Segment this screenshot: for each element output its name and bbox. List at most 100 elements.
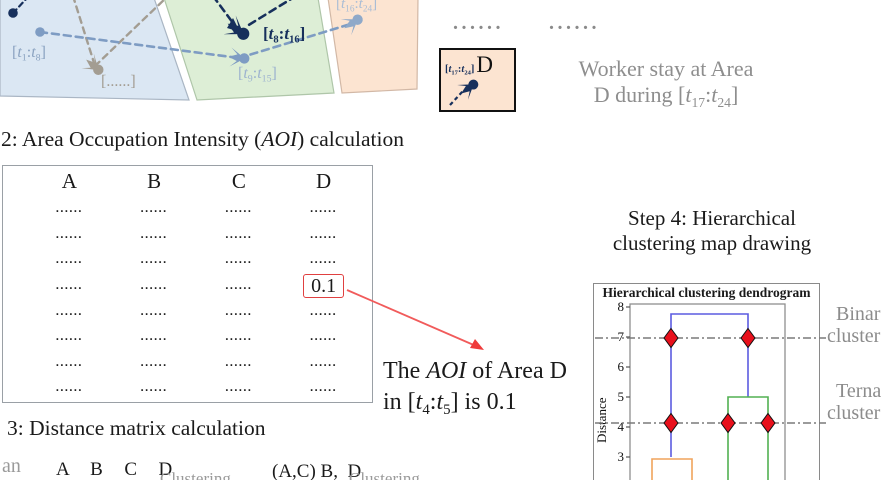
time-label-t8-t16: [t8:t16] [263, 24, 306, 46]
dendro-link-green [727, 396, 769, 480]
aoi-cell: ...... [140, 380, 168, 395]
aoi-cell: ...... [310, 329, 338, 344]
time-label-t9-t15: [t9:t15] [238, 65, 277, 85]
diamond-marker [663, 412, 679, 434]
diamond-marker [663, 327, 679, 349]
bottom-cluster-set: (A,C) B, D [272, 461, 362, 480]
dendrogram-plot: 8 7 6 5 4 3 Distance [594, 299, 826, 480]
trajectory-blue-segment-1 [38, 30, 241, 60]
aoi-cell: ...... [140, 201, 168, 216]
diamond-marker [740, 327, 756, 349]
aoi-callout-arrow [346, 289, 484, 350]
aoi-cell: ...... [225, 329, 253, 344]
area-map [0, 0, 419, 101]
aoi-cell: ...... [225, 380, 253, 395]
binary-cluster-label-line2: cluster [827, 325, 881, 347]
aoi-cell: ...... [55, 201, 83, 216]
binary-cluster-label-line1: Binar [836, 303, 881, 325]
aoi-cell: ...... [310, 354, 338, 369]
ytick-label: 3 [618, 449, 625, 464]
aoi-cell: ...... [55, 278, 83, 293]
aoi-table: A B C D ...... ...... ...... ...... ....… [2, 165, 373, 403]
aoi-cell: ...... [55, 380, 83, 395]
ytick-label: 8 [618, 299, 625, 314]
step4-heading-line2: clustering map drawing [612, 231, 812, 255]
aoi-highlight-value: 0.1 [303, 273, 345, 298]
aoi-cell: ...... [55, 303, 83, 318]
aoi-col-header: C [231, 168, 246, 193]
bottom-fragment-text: an [2, 455, 21, 477]
dendro-link-blue [670, 313, 749, 457]
yaxis-label: Distance [594, 397, 609, 443]
step4-heading: Step 4: Hierarchical clustering map draw… [596, 206, 828, 256]
aoi-cell: ...... [310, 380, 338, 395]
aoi-cell: ...... [140, 329, 168, 344]
time-label-dots: [......] [101, 73, 136, 90]
dendro-link-orange [651, 458, 693, 480]
aoi-cell: ...... [310, 252, 338, 267]
ternary-cluster-label-line1: Terna [836, 380, 882, 402]
dendrogram-axes-box [629, 303, 786, 480]
trajectory-navy-v-left [214, 0, 235, 25]
aoi-col-header: D [316, 168, 332, 193]
trajectory-gray-segment-1 [72, 0, 97, 68]
worker-box-marker [449, 74, 483, 106]
ytick-label: 7 [618, 329, 625, 344]
trajectory-navy-v-right [245, 0, 292, 28]
aoi-cell: ...... [55, 329, 83, 344]
trajectory-blue-segment-2 [237, 21, 356, 60]
ytick-label: 4 [618, 419, 625, 434]
aoi-cell: ...... [310, 226, 338, 241]
step4-heading-line1: Step 4: Hierarchical [628, 206, 796, 230]
map-region-middle [164, 0, 335, 101]
aoi-cell: ...... [55, 226, 83, 241]
aoi-cell: ...... [310, 303, 338, 318]
bottom-matrix-headers: A B C D [56, 459, 173, 480]
ternary-cluster-label-line2: cluster [827, 402, 881, 424]
ellipsis-dots-2: ...... [549, 12, 600, 34]
aoi-cell: ...... [225, 303, 253, 318]
aoi-cell: ...... [225, 354, 253, 369]
aoi-cell: ...... [140, 303, 168, 318]
diamond-marker [760, 412, 776, 434]
ytick-label: 5 [618, 389, 625, 404]
stop-dot-navy [8, 8, 18, 18]
map-region-left [0, 0, 190, 101]
worker-caption-line1: Worker stay at Area [578, 56, 754, 81]
aoi-cell: ...... [225, 201, 253, 216]
aoi-cell: ...... [310, 201, 338, 216]
dendrogram-figure-box [593, 283, 820, 480]
bottom-clustering-label-1: Clustering [160, 469, 231, 480]
aoi-cell: ...... [55, 354, 83, 369]
aoi-cell: ...... [55, 252, 83, 267]
dendrogram-title: Hierarchical clustering dendrogram [602, 285, 811, 300]
aoi-cell: ...... [140, 278, 168, 293]
diamond-marker [720, 412, 736, 434]
step3-heading: 3: Distance matrix calculation [7, 416, 266, 440]
aoi-cell: ...... [225, 278, 253, 293]
aoi-highlight-cell: 0.1 [281, 273, 366, 299]
aoi-col-header: A [61, 168, 77, 193]
ellipsis-dots-1: ...... [453, 12, 504, 34]
bottom-clustering-label-2: Clustering [349, 469, 420, 480]
aoi-cell: ...... [140, 252, 168, 267]
aoi-col-header: B [147, 168, 162, 193]
worker-caption-line2: D during [t17:t24] [593, 82, 739, 110]
worker-caption: Worker stay at Area D during [t17:t24] [536, 56, 796, 116]
time-label-t1-t8: [t1:t8] [12, 44, 46, 64]
aoi-caption-line1: The AOI of Area D [383, 358, 567, 384]
aoi-cell: ...... [225, 252, 253, 267]
aoi-caption-line2: in [t4:t5] is 0.1 [383, 389, 517, 419]
aoi-cell: ...... [140, 354, 168, 369]
worker-box-time-label: [t17:t24] [445, 64, 475, 77]
aoi-cell: ...... [140, 226, 168, 241]
worker-stay-box: [t17:t24]D [439, 48, 516, 112]
worker-box-area-label: D [476, 52, 493, 77]
trajectory-gray-segment-2 [93, 0, 166, 68]
time-label-t16-t24: [t16:t24] [336, 0, 378, 15]
ytick-label: 6 [618, 359, 625, 374]
aoi-caption: The AOI of Area D in [t4:t5] is 0.1 [383, 356, 567, 426]
aoi-cell: ...... [225, 226, 253, 241]
stop-dot-blue [35, 27, 45, 37]
